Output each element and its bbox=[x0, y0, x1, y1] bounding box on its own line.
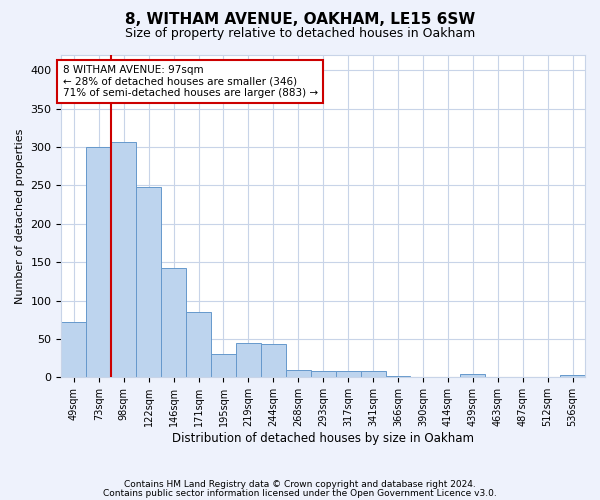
Bar bbox=[286, 370, 311, 378]
Text: 8, WITHAM AVENUE, OAKHAM, LE15 6SW: 8, WITHAM AVENUE, OAKHAM, LE15 6SW bbox=[125, 12, 475, 28]
Bar bbox=[261, 344, 286, 378]
Bar bbox=[560, 375, 585, 378]
Bar bbox=[361, 371, 386, 378]
Bar bbox=[61, 322, 86, 378]
Y-axis label: Number of detached properties: Number of detached properties bbox=[15, 128, 25, 304]
Bar bbox=[86, 147, 111, 378]
Bar bbox=[335, 371, 361, 378]
Text: Contains public sector information licensed under the Open Government Licence v3: Contains public sector information licen… bbox=[103, 488, 497, 498]
Bar bbox=[460, 374, 485, 378]
Text: Size of property relative to detached houses in Oakham: Size of property relative to detached ho… bbox=[125, 28, 475, 40]
Text: Contains HM Land Registry data © Crown copyright and database right 2024.: Contains HM Land Registry data © Crown c… bbox=[124, 480, 476, 489]
Bar bbox=[111, 142, 136, 378]
Bar bbox=[161, 268, 186, 378]
X-axis label: Distribution of detached houses by size in Oakham: Distribution of detached houses by size … bbox=[172, 432, 474, 445]
Bar bbox=[186, 312, 211, 378]
Bar bbox=[211, 354, 236, 378]
Bar bbox=[236, 343, 261, 378]
Bar bbox=[311, 371, 335, 378]
Bar bbox=[136, 187, 161, 378]
Text: 8 WITHAM AVENUE: 97sqm
← 28% of detached houses are smaller (346)
71% of semi-de: 8 WITHAM AVENUE: 97sqm ← 28% of detached… bbox=[62, 65, 318, 98]
Bar bbox=[386, 376, 410, 378]
